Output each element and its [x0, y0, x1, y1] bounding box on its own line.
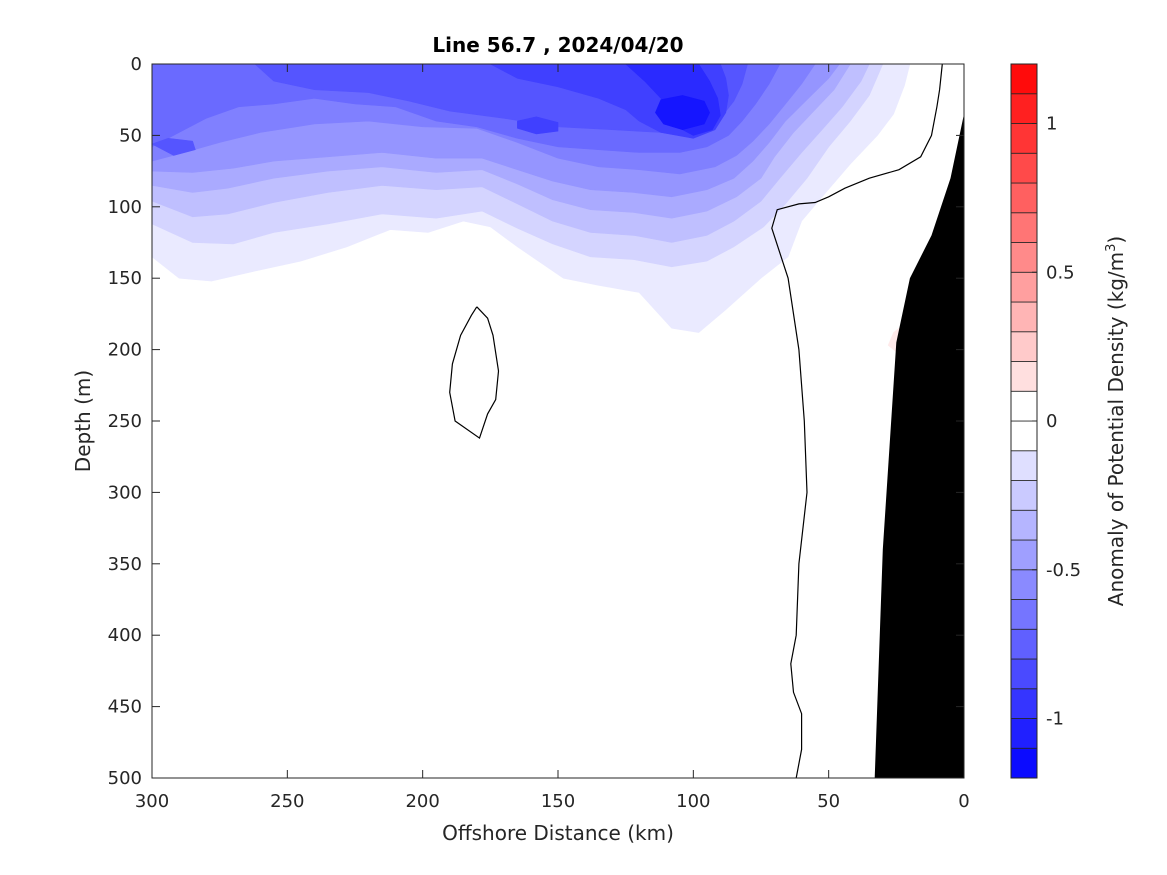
colorbar-swatch [1010, 539, 1038, 571]
colorbar-label-superscript: 3 [1104, 244, 1119, 252]
colorbar-swatch [1010, 301, 1038, 333]
colorbar-swatch [1010, 331, 1038, 362]
y-tick-label: 0 [131, 54, 142, 75]
x-tick-label: 150 [541, 791, 575, 812]
y-tick-label: 400 [108, 625, 142, 646]
seafloor-bathymetry [874, 114, 964, 778]
colorbar-swatch [1010, 628, 1038, 660]
colorbar-swatch [1010, 480, 1038, 511]
anomaly-contour-fills [151, 63, 913, 355]
x-tick-label: 300 [135, 791, 169, 812]
colorbar-swatch [1010, 271, 1038, 303]
y-axis-label: Depth (m) [71, 370, 95, 472]
x-tick-label: 50 [817, 791, 840, 812]
colorbar-tick-label: 1 [1046, 114, 1057, 135]
colorbar-swatch [1010, 420, 1038, 452]
zero-contour-line [771, 63, 943, 779]
colorbar-tick-label: -0.5 [1046, 560, 1081, 581]
y-tick-label: 450 [108, 697, 142, 718]
colorbar-tick-label: 0 [1046, 411, 1057, 432]
x-axis-label: Offshore Distance (km) [442, 821, 674, 845]
y-tick-label: 250 [108, 411, 142, 432]
colorbar-swatch [1010, 599, 1038, 630]
colorbar-swatch [1010, 569, 1038, 600]
chart-title: Line 56.7 , 2024/04/20 [432, 33, 683, 57]
colorbar-swatch [1010, 63, 1038, 95]
colorbar-swatches [1010, 63, 1038, 779]
colorbar-swatch [1010, 361, 1038, 392]
anomaly-band [517, 116, 559, 135]
x-tick-label: 0 [958, 791, 969, 812]
colorbar-swatch [1010, 390, 1038, 422]
zero-contour-lines [449, 63, 943, 779]
colorbar-swatch [1010, 688, 1038, 719]
colorbar-ticks: 1 0.5 0 -0.5 -1 [1032, 114, 1081, 730]
anomaly-band [151, 137, 196, 156]
x-tick-label: 250 [270, 791, 304, 812]
colorbar-swatch [1010, 450, 1038, 481]
colorbar-swatch [1010, 212, 1038, 243]
y-tick-label: 500 [108, 768, 142, 789]
zero-contour-line [449, 306, 500, 440]
y-tick-label: 100 [108, 197, 142, 218]
y-tick-label: 150 [108, 268, 142, 289]
colorbar-swatch [1010, 123, 1038, 154]
colorbar-swatch [1010, 509, 1038, 541]
colorbar: 1 0.5 0 -0.5 -1 Anomaly of Potential Density… [1010, 63, 1128, 779]
colorbar-tick-label: -1 [1046, 709, 1064, 730]
y-tick-label: 50 [119, 125, 142, 146]
colorbar-swatch [1010, 658, 1038, 690]
x-tick-label: 200 [405, 791, 439, 812]
colorbar-swatch [1010, 718, 1038, 749]
colorbar-label-tail: ) [1104, 236, 1128, 244]
colorbar-swatch [1010, 182, 1038, 214]
y-tick-label: 350 [108, 554, 142, 575]
x-tick-label: 100 [676, 791, 710, 812]
anomaly-band [655, 95, 710, 131]
colorbar-swatch [1010, 242, 1038, 273]
axes: 300 250 200 150 100 50 00501001502002503003504… [108, 54, 970, 812]
colorbar-label-main: Anomaly of Potential Density (kg/m [1104, 252, 1128, 606]
y-tick-label: 200 [108, 340, 142, 361]
plot-area [151, 63, 964, 779]
y-tick-label: 300 [108, 482, 142, 503]
colorbar-swatch [1010, 747, 1038, 779]
colorbar-tick-label: 0.5 [1046, 262, 1075, 283]
colorbar-label: Anomaly of Potential Density (kg/m3) [1104, 236, 1128, 606]
colorbar-swatch [1010, 152, 1038, 184]
colorbar-swatch [1010, 93, 1038, 124]
